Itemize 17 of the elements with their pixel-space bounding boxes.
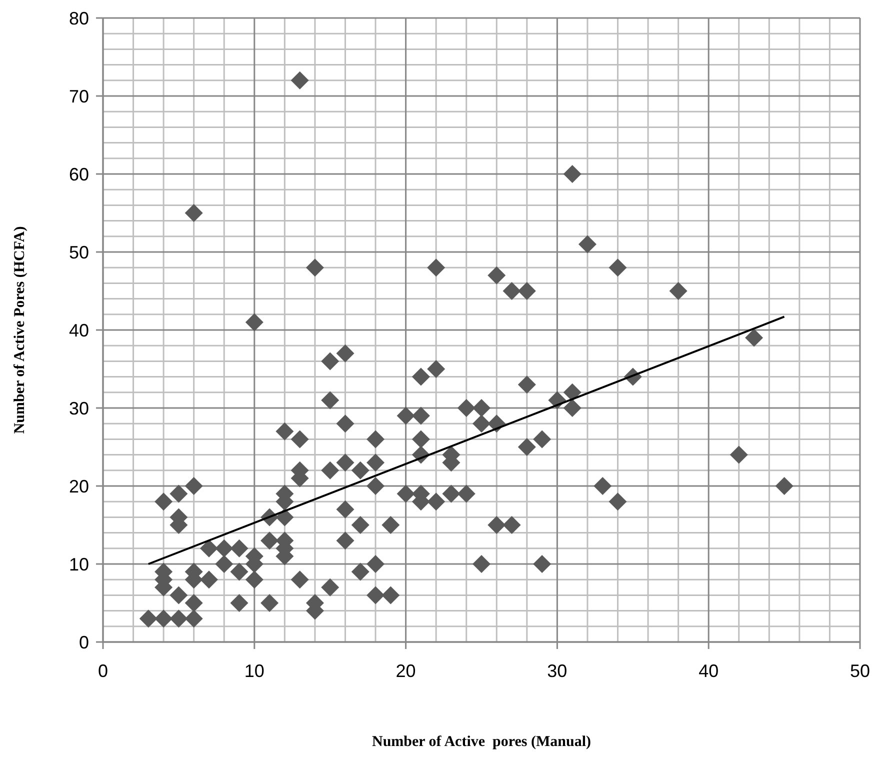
x-tick-label: 30: [547, 661, 568, 681]
y-tick-label: 30: [68, 398, 89, 418]
y-tick-label: 20: [68, 476, 89, 496]
y-tick-label: 70: [68, 86, 89, 106]
y-tick-label: 50: [68, 242, 89, 262]
x-tick-label: 20: [396, 661, 416, 681]
x-axis-title: Number of Active pores (Manual): [372, 734, 592, 750]
y-axis-title: Number of Active Pores (HCFA): [12, 226, 28, 434]
y-tick-label: 80: [68, 8, 89, 28]
x-tick-label: 50: [850, 661, 870, 681]
y-tick-label: 60: [68, 164, 89, 184]
y-tick-label: 40: [68, 320, 89, 340]
y-tick-label: 0: [78, 632, 89, 652]
y-tick-label: 10: [68, 554, 89, 574]
x-tick-label: 0: [98, 661, 108, 681]
x-tick-label: 10: [244, 661, 264, 681]
x-tick-label: 40: [698, 661, 719, 681]
